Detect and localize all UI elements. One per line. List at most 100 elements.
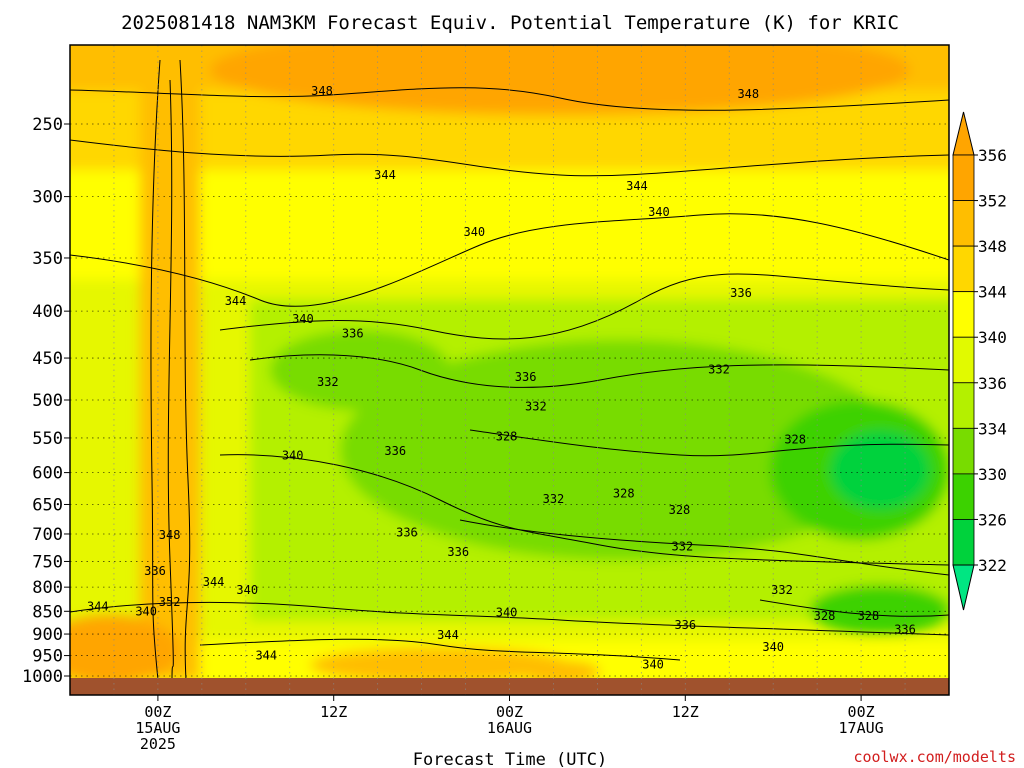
contour-label: 332 — [708, 362, 730, 376]
colorbar-extend-top — [952, 111, 975, 156]
contour-label: 340 — [135, 604, 157, 618]
contour-332-low — [459, 519, 949, 576]
contour-label: 344 — [203, 575, 225, 589]
contour-label: 332 — [771, 583, 793, 597]
top-warm-core — [210, 45, 910, 115]
contour-label: 336 — [515, 370, 537, 384]
colorbar-tick-label: 336 — [978, 374, 1007, 393]
contour-label: 336 — [447, 545, 469, 559]
contour-label: 336 — [894, 623, 916, 637]
contour-label: 332 — [525, 399, 547, 413]
y-tick-label: 300 — [32, 188, 63, 208]
y-tick-label: 950 — [32, 647, 63, 667]
contour-label: 340 — [642, 658, 664, 672]
y-tick-label: 450 — [32, 349, 63, 369]
contour-label: 336 — [396, 525, 418, 539]
contour-label: 336 — [342, 326, 364, 340]
contour-label: 336 — [730, 286, 752, 300]
contour-column-right — [179, 59, 191, 681]
contour-label: 340 — [282, 449, 304, 463]
colorbar-segment — [952, 245, 975, 293]
contour-label: 328 — [669, 503, 691, 517]
contour-label: 344 — [255, 649, 277, 663]
y-tick-label: 350 — [32, 249, 63, 269]
y-tick-label: 400 — [32, 302, 63, 322]
colorbar-extend-bottom — [952, 564, 975, 611]
contour-label: 348 — [159, 528, 181, 542]
green-core-c — [830, 430, 930, 510]
colorbar-tick-label: 344 — [978, 283, 1007, 302]
y-tick-label: 850 — [32, 602, 63, 622]
contour-348 — [70, 87, 949, 111]
y-tick-label: 1000 — [22, 667, 63, 687]
x-tick-label: 00Z — [496, 703, 523, 721]
colorbar-segment — [952, 336, 975, 384]
plot-area — [70, 45, 949, 695]
contour-label: 340 — [762, 640, 784, 654]
colorbar-segment — [952, 154, 975, 201]
contour-label: 332 — [672, 539, 694, 553]
contour-340 — [70, 213, 949, 307]
contour-label: 328 — [858, 609, 880, 623]
colorbar-segment — [952, 519, 975, 566]
colorbar-segment — [952, 427, 975, 475]
contour-column-mid — [167, 79, 174, 681]
contour-label: 344 — [374, 168, 396, 182]
surface-warm-core-b — [310, 647, 570, 683]
credit-text: coolwx.com/modelts — [853, 748, 1016, 766]
contour-340-low — [70, 601, 949, 636]
contour-label: 344 — [626, 179, 648, 193]
y-tick-label: 800 — [32, 578, 63, 598]
colorbar-segment — [952, 200, 975, 247]
y-axis: 250 300 350 400 450 500 550 600 650 700 750 800 850 9… — [22, 115, 70, 687]
contour-label: 344 — [87, 600, 109, 614]
contour-label: 344 — [437, 628, 459, 642]
contour-344 — [70, 139, 949, 177]
colorbar: 356 352 348 344 340 336 334 330 326 322 — [952, 111, 1007, 611]
gridlines — [70, 45, 949, 695]
contour-label: 340 — [463, 225, 485, 239]
chart-title: 2025081418 NAM3KM Forecast Equiv. Potent… — [121, 12, 899, 34]
contour-column-left — [150, 59, 161, 681]
contour-336 — [219, 273, 949, 340]
y-tick-label: 250 — [32, 115, 63, 135]
x-tick-label: 17AUG — [839, 719, 884, 737]
contour-label: 344 — [225, 294, 247, 308]
x-tick-label: 00Z — [144, 703, 171, 721]
x-tick-label: 15AUG — [135, 719, 180, 737]
contour-336-low — [219, 454, 949, 566]
contour-label: 340 — [236, 583, 258, 597]
contour-328-low — [759, 599, 949, 617]
ground-strip — [70, 678, 949, 695]
contour-344-low — [199, 638, 681, 661]
x-tick-label: 12Z — [320, 703, 347, 721]
y-tick-label: 600 — [32, 464, 63, 484]
y-tick-label: 900 — [32, 625, 63, 645]
colorbar-segment — [952, 382, 975, 429]
contour-332 — [249, 354, 949, 388]
colorbar-tick-label: 356 — [978, 146, 1007, 165]
x-tick-label: 2025 — [140, 735, 176, 753]
y-tick-label: 750 — [32, 552, 63, 572]
surface-warm-core — [70, 615, 180, 685]
contour-label: 328 — [814, 609, 836, 623]
x-tick-label: 12Z — [672, 703, 699, 721]
contour-labels: 348 348 344 344 340 340 336 344 340 336 332 336 332 3… — [87, 84, 916, 672]
contour-label: 340 — [292, 312, 314, 326]
colorbar-tick-label: 326 — [978, 510, 1007, 529]
contour-label: 328 — [613, 486, 635, 500]
contour-label: 328 — [496, 430, 518, 444]
contour-label: 348 — [737, 87, 759, 101]
x-tick-label: 00Z — [848, 703, 875, 721]
colorbar-tick-label: 322 — [978, 556, 1007, 575]
contour-label: 332 — [543, 492, 565, 506]
x-axis-label: Forecast Time (UTC) — [413, 750, 607, 768]
colorbar-tick-label: 334 — [978, 419, 1007, 438]
contour-label: 332 — [317, 375, 339, 389]
low-green-core — [810, 585, 949, 635]
contour-label: 348 — [311, 84, 333, 98]
colorbar-segment — [952, 473, 975, 520]
green-core-d — [270, 330, 450, 410]
column-warm-band — [140, 45, 200, 680]
